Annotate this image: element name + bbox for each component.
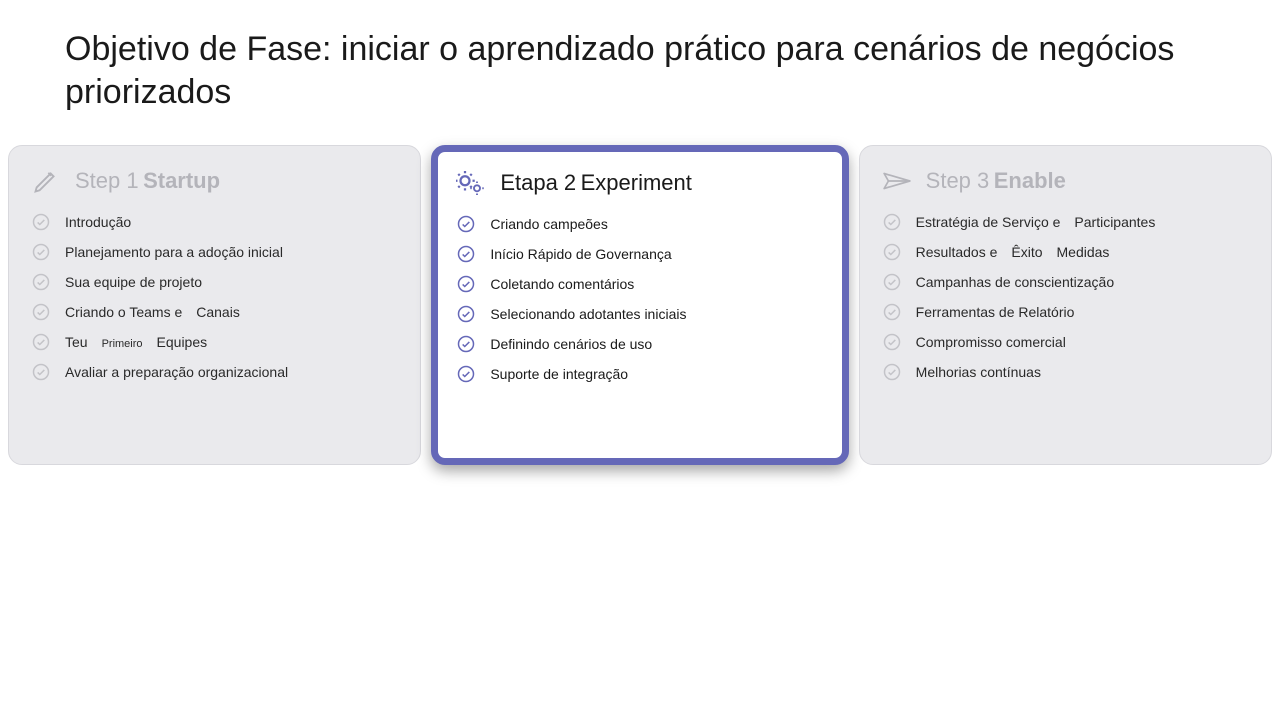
check-icon (882, 272, 902, 292)
step-name: Startup (143, 168, 220, 193)
list-item: Avaliar a preparação organizacional (31, 362, 398, 382)
step-name: Enable (994, 168, 1066, 193)
check-icon (882, 212, 902, 232)
item-text: Início Rápido de Governança (490, 245, 671, 263)
check-icon (456, 274, 476, 294)
item-text-part: Criando o Teams e (65, 304, 182, 320)
check-icon (31, 242, 51, 262)
list-item: Início Rápido de Governança (456, 244, 823, 264)
check-icon (882, 242, 902, 262)
item-text-part: Canais (196, 304, 240, 320)
check-icon (31, 272, 51, 292)
item-text-part: Equipes (157, 334, 208, 350)
item-text: Melhorias contínuas (916, 363, 1041, 381)
step-name: Experiment (581, 170, 692, 195)
item-text-part: Primeiro (102, 338, 143, 350)
step-title: Etapa 2 Experiment (500, 170, 692, 196)
item-list: Estratégia de Serviço e Participantes Res… (882, 212, 1249, 382)
step-card-1: Step 1 Startup Introdução Planejamento p… (8, 145, 421, 465)
item-text: Campanhas de conscientização (916, 273, 1114, 291)
list-item: Ferramentas de Relatório (882, 302, 1249, 322)
item-text-part: Êxito (1011, 244, 1042, 260)
card-header: Step 3 Enable (882, 166, 1249, 196)
gears-icon (456, 168, 486, 198)
list-item: Suporte de integração (456, 364, 823, 384)
item-text: Resultados e Êxito Medidas (916, 243, 1110, 261)
list-item: Resultados e Êxito Medidas (882, 242, 1249, 262)
item-text: Ferramentas de Relatório (916, 303, 1075, 321)
item-text: Coletando comentários (490, 275, 634, 293)
list-item: Criando campeões (456, 214, 823, 234)
page-title: Objetivo de Fase: iniciar o aprendizado … (0, 0, 1280, 123)
check-icon (31, 302, 51, 322)
item-list: Introdução Planejamento para a adoção in… (31, 212, 398, 382)
list-item: Criando o Teams e Canais (31, 302, 398, 322)
list-item: Selecionando adotantes iniciais (456, 304, 823, 324)
check-icon (456, 364, 476, 384)
check-icon (31, 212, 51, 232)
item-list: Criando campeões Início Rápido de Govern… (456, 214, 823, 384)
check-icon (456, 214, 476, 234)
item-text: Criando campeões (490, 215, 608, 233)
list-item: Planejamento para a adoção inicial (31, 242, 398, 262)
list-item: Teu Primeiro Equipes (31, 332, 398, 352)
step-title: Step 1 Startup (75, 168, 220, 194)
item-text: Sua equipe de projeto (65, 273, 202, 291)
list-item: Definindo cenários de uso (456, 334, 823, 354)
step-label: Step 1 (75, 168, 139, 193)
check-icon (882, 332, 902, 352)
check-icon (882, 302, 902, 322)
list-item: Melhorias contínuas (882, 362, 1249, 382)
item-text-part: Estratégia de Serviço e (916, 214, 1061, 230)
item-text: Compromisso comercial (916, 333, 1066, 351)
check-icon (31, 362, 51, 382)
check-icon (456, 304, 476, 324)
item-text-part: Medidas (1057, 244, 1110, 260)
list-item: Coletando comentários (456, 274, 823, 294)
item-text: Estratégia de Serviço e Participantes (916, 213, 1156, 231)
card-header: Etapa 2 Experiment (456, 168, 823, 198)
list-item: Sua equipe de projeto (31, 272, 398, 292)
step-title: Step 3 Enable (926, 168, 1066, 194)
item-text: Avaliar a preparação organizacional (65, 363, 288, 381)
item-text-part: Resultados e (916, 244, 998, 260)
step-label: Step 3 (926, 168, 990, 193)
list-item: Compromisso comercial (882, 332, 1249, 352)
step-card-2: Etapa 2 Experiment Criando campeões Iníc… (431, 145, 848, 465)
list-item: Campanhas de conscientização (882, 272, 1249, 292)
pencil-icon (31, 166, 61, 196)
steps-row: Step 1 Startup Introdução Planejamento p… (0, 123, 1280, 465)
list-item: Estratégia de Serviço e Participantes (882, 212, 1249, 232)
item-text: Selecionando adotantes iniciais (490, 305, 686, 323)
paperplane-icon (882, 166, 912, 196)
item-text: Criando o Teams e Canais (65, 303, 240, 321)
item-text: Teu Primeiro Equipes (65, 333, 207, 351)
item-text: Planejamento para a adoção inicial (65, 243, 283, 261)
item-text: Suporte de integração (490, 365, 628, 383)
list-item: Introdução (31, 212, 398, 232)
check-icon (31, 332, 51, 352)
card-header: Step 1 Startup (31, 166, 398, 196)
check-icon (882, 362, 902, 382)
check-icon (456, 334, 476, 354)
item-text-part: Teu (65, 334, 88, 350)
item-text: Definindo cenários de uso (490, 335, 652, 353)
step-label: Etapa 2 (500, 170, 576, 195)
step-card-3: Step 3 Enable Estratégia de Serviço e Par… (859, 145, 1272, 465)
item-text: Introdução (65, 213, 131, 231)
check-icon (456, 244, 476, 264)
item-text-part: Participantes (1074, 214, 1155, 230)
